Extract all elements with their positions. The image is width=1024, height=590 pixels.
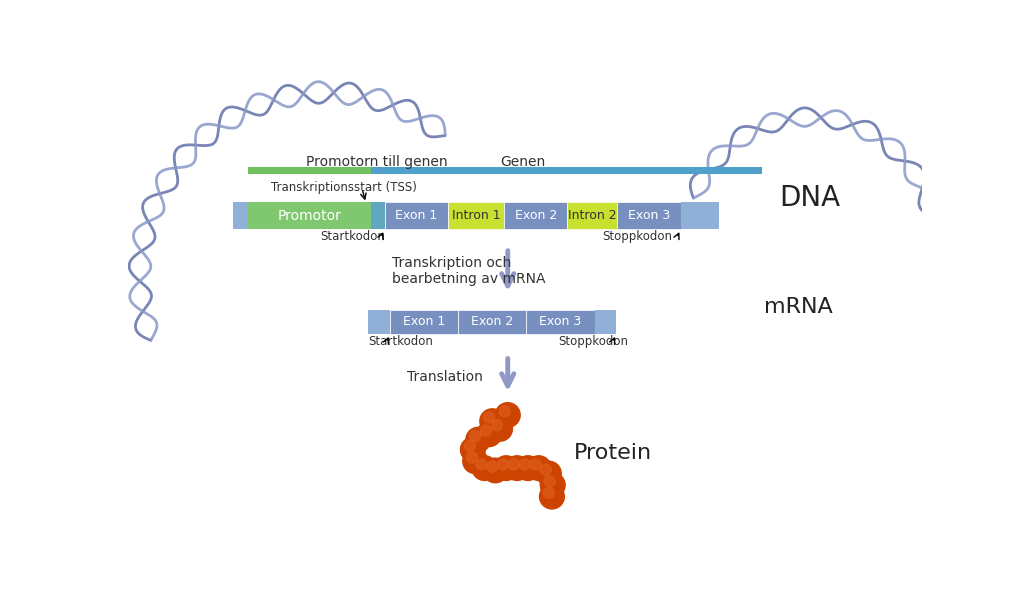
Circle shape <box>515 456 541 480</box>
Text: Exon 1: Exon 1 <box>395 209 437 222</box>
Circle shape <box>463 449 487 474</box>
Bar <box>248 167 371 174</box>
Circle shape <box>476 459 487 470</box>
Bar <box>617 202 681 230</box>
Text: Exon 3: Exon 3 <box>540 315 582 328</box>
Circle shape <box>496 402 520 427</box>
Text: Stoppkodon: Stoppkodon <box>602 230 673 243</box>
Text: Protein: Protein <box>573 444 651 464</box>
Circle shape <box>477 422 502 447</box>
Circle shape <box>498 459 509 470</box>
Bar <box>248 202 371 230</box>
Text: Transkription och
bearbetning av mRNA: Transkription och bearbetning av mRNA <box>391 256 545 286</box>
Circle shape <box>540 484 564 509</box>
Text: Genen: Genen <box>500 155 545 169</box>
Text: Promotorn till genen: Promotorn till genen <box>306 155 447 169</box>
Circle shape <box>540 464 551 476</box>
Text: Transkriptionsstart (TSS): Transkriptionsstart (TSS) <box>271 181 417 194</box>
Circle shape <box>537 461 561 486</box>
Circle shape <box>480 409 505 434</box>
Circle shape <box>461 437 485 462</box>
Circle shape <box>466 427 490 452</box>
Bar <box>526 310 595 334</box>
Circle shape <box>467 452 477 463</box>
Text: DNA: DNA <box>779 184 840 212</box>
Bar <box>369 310 390 334</box>
Circle shape <box>483 412 495 423</box>
Circle shape <box>530 459 542 470</box>
Text: Exon 3: Exon 3 <box>628 209 670 222</box>
Circle shape <box>505 456 529 480</box>
Bar <box>504 202 567 230</box>
Circle shape <box>494 456 518 480</box>
Text: mRNA: mRNA <box>764 297 833 317</box>
Circle shape <box>499 406 510 417</box>
Bar <box>458 310 526 334</box>
Circle shape <box>487 417 512 441</box>
Bar <box>385 202 449 230</box>
Circle shape <box>544 487 554 499</box>
Text: Exon 2: Exon 2 <box>514 209 557 222</box>
Circle shape <box>470 430 481 441</box>
Circle shape <box>472 456 497 480</box>
Text: Exon 1: Exon 1 <box>402 315 445 328</box>
Circle shape <box>464 440 475 451</box>
Bar <box>449 202 504 230</box>
Text: Intron 1: Intron 1 <box>452 209 501 222</box>
Bar <box>371 202 385 230</box>
Text: Stoppkodon: Stoppkodon <box>558 335 628 348</box>
Text: Intron 2: Intron 2 <box>568 209 616 222</box>
Circle shape <box>486 461 498 472</box>
Circle shape <box>519 459 530 470</box>
Circle shape <box>526 456 551 480</box>
Text: Translation: Translation <box>407 371 483 384</box>
Circle shape <box>483 458 508 483</box>
Circle shape <box>541 473 565 497</box>
Circle shape <box>492 419 503 431</box>
Circle shape <box>480 425 492 436</box>
Circle shape <box>508 459 519 470</box>
Bar <box>232 202 248 230</box>
Circle shape <box>544 476 555 487</box>
Bar <box>681 202 719 230</box>
Text: Startkodon: Startkodon <box>321 230 385 243</box>
Bar <box>567 202 617 230</box>
Bar <box>371 167 762 174</box>
Text: Promotor: Promotor <box>278 208 341 222</box>
Bar <box>595 310 616 334</box>
Text: Startkodon: Startkodon <box>369 335 433 348</box>
Text: Exon 2: Exon 2 <box>471 315 513 328</box>
Bar <box>390 310 458 334</box>
